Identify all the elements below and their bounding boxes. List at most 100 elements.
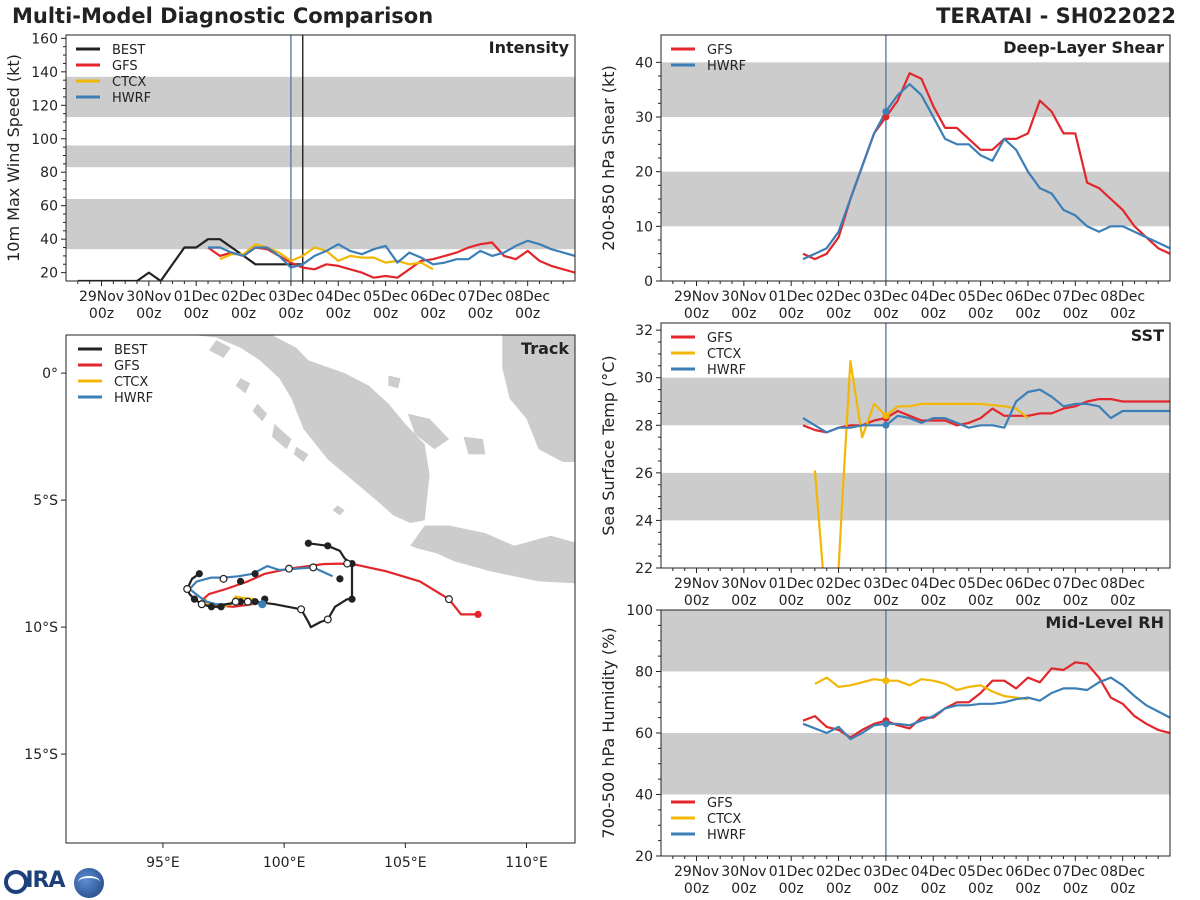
rh-xtick-label-hour: 00z: [731, 881, 756, 897]
shear-xtick-label-hour: 00z: [873, 306, 898, 322]
shear-xtick-label-day: 08Dec: [1100, 289, 1145, 305]
sst-xtick-label-day: 04Dec: [911, 576, 956, 592]
rh-panel: 2040608010029Nov00z30Nov00z01Dec00z02Dec…: [599, 603, 1171, 897]
rh-series-ctcx: [814, 676, 1029, 701]
bangka-island-0: [407, 413, 449, 450]
sst-xtick-label-hour: 00z: [921, 593, 946, 609]
shear-xtick-label-day: 07Dec: [1053, 289, 1098, 305]
track-legend-label-best: BEST: [114, 343, 147, 358]
track-series-best: [186, 542, 354, 629]
rh-ylabel: 700-500 hPa Humidity (%): [599, 627, 618, 838]
intensity-xtick-label-hour: 00z: [373, 306, 398, 322]
sst-band-0: [661, 472, 1170, 521]
shear-xtick-label-hour: 00z: [1110, 306, 1135, 322]
rh-ytick-label: 20: [635, 849, 653, 865]
track-best-marker-open: [323, 615, 332, 624]
intensity-legend-label-best: BEST: [112, 43, 145, 58]
sst-ytick-label: 32: [635, 323, 653, 339]
intensity-ytick-label: 160: [31, 31, 58, 47]
sst-xtick-label-day: 08Dec: [1100, 576, 1145, 592]
track-best-marker-open: [297, 605, 306, 614]
shear-xtick-label-hour: 00z: [731, 306, 756, 322]
intensity-legend-label-hwrf: HWRF: [112, 91, 151, 106]
intensity-ytick-label: 100: [31, 132, 58, 148]
shear-xtick-label-hour: 00z: [1015, 306, 1040, 322]
sst-ylabel: Sea Surface Temp (°C): [599, 355, 618, 535]
java-landmass: [410, 525, 575, 584]
track-best-marker-filled: [336, 575, 344, 583]
rh-series-hwrf: [802, 676, 1170, 741]
sst-xtick-label-day: 01Dec: [769, 576, 814, 592]
island-3: [272, 423, 292, 450]
shear-xtick-label-day: 03Dec: [863, 289, 908, 305]
rh-xtick-label-day: 01Dec: [769, 864, 814, 880]
track-best-marker-open: [243, 597, 252, 606]
intensity-xtick-label-hour: 00z: [326, 306, 351, 322]
shear-legend-label-hwrf: HWRF: [707, 59, 746, 74]
intensity-ytick-label: 20: [40, 266, 58, 282]
intensity-xtick-label-hour: 00z: [89, 306, 114, 322]
track-best-marker-open: [197, 600, 206, 609]
track-best-marker-open: [183, 584, 192, 593]
track-title: Track: [521, 339, 569, 358]
sst-ytick-label: 22: [635, 561, 653, 577]
shear-xtick-label-day: 05Dec: [958, 289, 1003, 305]
sst-legend-label-ctcx: CTCX: [707, 347, 741, 362]
rh-xtick-label-day: 30Nov: [721, 864, 766, 880]
intensity-xtick-label-hour: 00z: [231, 306, 256, 322]
intensity-xtick-label-day: 04Dec: [316, 289, 361, 305]
rh-point-marker-ctcx: [882, 677, 890, 685]
borneo-landmass: [502, 335, 575, 462]
rh-xtick-label-hour: 00z: [968, 881, 993, 897]
rh-xtick-label-day: 29Nov: [674, 864, 719, 880]
rh-ytick-label: 100: [626, 603, 653, 619]
track-best-marker-filled: [195, 570, 203, 578]
shear-xtick-label-day: 04Dec: [911, 289, 956, 305]
shear-point-marker-gfs: [882, 113, 890, 121]
track-series-group: [183, 539, 482, 629]
intensity-ytick-label: 80: [40, 165, 58, 181]
sst-ytick-label: 26: [635, 466, 653, 482]
intensity-xtick-label-day: 03Dec: [268, 289, 313, 305]
shear-series-hwrf: [802, 83, 1170, 261]
track-best-marker-filled: [348, 595, 356, 603]
intensity-ytick-label: 40: [40, 232, 58, 248]
track-best-marker-open: [231, 597, 240, 606]
intensity-band-1: [66, 145, 575, 168]
track-ytick-label: 10°S: [24, 620, 58, 636]
track-best-marker-filled: [251, 598, 259, 606]
sst-series-hwrf: [802, 388, 1170, 434]
sst-xtick-label-day: 29Nov: [674, 576, 719, 592]
sst-xtick-label-hour: 00z: [731, 593, 756, 609]
sst-xtick-label-hour: 00z: [779, 593, 804, 609]
shear-legend-label-gfs: GFS: [707, 43, 733, 58]
track-ytick-label: 5°S: [33, 493, 58, 509]
shear-ytick-label: 40: [635, 55, 653, 71]
track-best-marker-filled: [217, 603, 225, 611]
intensity-xtick-label-hour: 00z: [184, 306, 209, 322]
intensity-xtick-label-hour: 00z: [468, 306, 493, 322]
shear-xtick-label-day: 29Nov: [674, 289, 719, 305]
track-best-marker-filled: [207, 603, 216, 611]
intensity-xtick-label-hour: 00z: [278, 306, 303, 322]
island-1: [235, 378, 251, 394]
track-best-marker-filled: [304, 539, 312, 547]
track-best-marker-open: [219, 574, 228, 583]
rh-legend-label-hwrf: HWRF: [707, 828, 746, 843]
rh-band-0: [661, 733, 1170, 795]
intensity-ytick-label: 60: [40, 199, 58, 215]
track-xtick-label: 95°E: [146, 855, 180, 871]
intensity-xtick-label-day: 30Nov: [126, 289, 171, 305]
track-panel: 95°E 100°E 105°E 110°E 0° 5°S 10°S 15°S Track BES…: [24, 334, 576, 871]
intensity-legend-label-ctcx: CTCX: [112, 75, 146, 90]
shear-panel: 01020304029Nov00z30Nov00z01Dec00z02Dec00…: [599, 34, 1171, 322]
intensity-band-2: [66, 76, 575, 117]
rh-ytick-label: 80: [635, 665, 653, 681]
shear-title: Deep-Layer Shear: [1003, 38, 1164, 57]
island-0: [209, 340, 231, 358]
rh-xtick-label-hour: 00z: [779, 881, 804, 897]
bangka-island-2: [388, 375, 401, 389]
cira-logo: IRA: [12, 868, 65, 893]
track-legend-label-gfs: GFS: [114, 359, 140, 374]
